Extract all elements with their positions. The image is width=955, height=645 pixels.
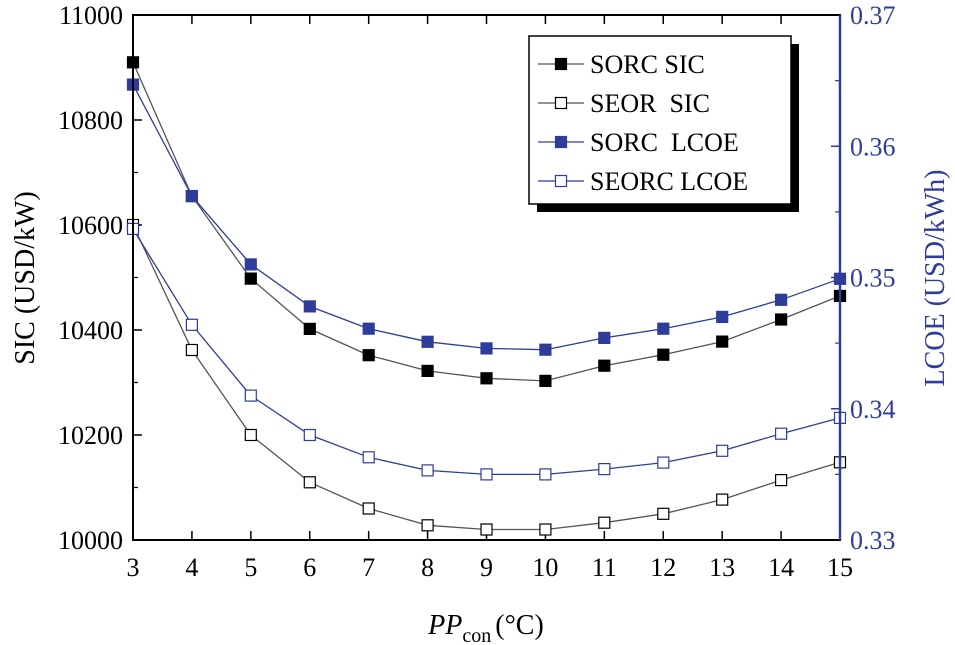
y-right-ticks: 0.33 0.34 0.35 0.36 0.37 bbox=[831, 1, 896, 555]
data-point-3-4 bbox=[362, 451, 375, 464]
legend-marker-1 bbox=[554, 96, 568, 110]
data-point-2-7 bbox=[539, 343, 552, 356]
data-point-1-6 bbox=[480, 523, 493, 536]
x-tick-label: 12 bbox=[650, 553, 676, 582]
legend-label-0: SORC SIC bbox=[590, 50, 705, 79]
data-point-2-5 bbox=[421, 335, 434, 348]
data-point-1-7 bbox=[539, 523, 552, 536]
y-left-tick-label: 10800 bbox=[58, 106, 123, 135]
legend-label-2: SORC LCOE bbox=[590, 128, 739, 157]
data-point-3-9 bbox=[657, 456, 670, 469]
y-right-tick-label: 0.35 bbox=[850, 264, 896, 293]
legend-marker-3 bbox=[554, 174, 568, 188]
legend-label-1: SEOR SIC bbox=[590, 89, 710, 118]
x-axis-title: PPcon (°C) bbox=[427, 610, 544, 645]
y-right-axis-title: LCOE (USD/kWh) bbox=[920, 170, 951, 387]
legend-label-3: SEORC LCOE bbox=[590, 167, 748, 196]
data-point-2-4 bbox=[362, 322, 375, 335]
x-tick-label: 6 bbox=[303, 553, 316, 582]
data-point-3-6 bbox=[480, 468, 493, 481]
y-left-axis-title: SIC (USD/kW) bbox=[10, 191, 41, 364]
y-right-tick-label: 0.37 bbox=[850, 1, 896, 30]
data-point-1-1 bbox=[185, 343, 198, 357]
y-right-tick-label: 0.34 bbox=[850, 395, 896, 424]
data-point-3-8 bbox=[598, 463, 611, 476]
x-tick-label: 5 bbox=[244, 553, 257, 582]
x-tick-label: 3 bbox=[127, 553, 140, 582]
data-point-0-6 bbox=[480, 372, 493, 385]
x-tick-label: 4 bbox=[185, 553, 198, 582]
y-left-tick-label: 10600 bbox=[58, 211, 123, 240]
data-point-1-3 bbox=[303, 476, 316, 489]
data-point-0-5 bbox=[421, 364, 434, 377]
data-point-0-10 bbox=[716, 335, 729, 348]
data-point-3-1 bbox=[185, 318, 198, 331]
data-point-0-9 bbox=[657, 348, 670, 361]
data-point-1-9 bbox=[657, 507, 670, 520]
y-left-tick-label: 11000 bbox=[59, 1, 123, 30]
data-point-0-11 bbox=[774, 313, 788, 326]
legend-marker-0 bbox=[554, 57, 568, 71]
data-point-2-6 bbox=[480, 342, 493, 355]
data-point-2-3 bbox=[303, 300, 316, 313]
data-point-1-10 bbox=[716, 493, 729, 506]
x-tick-label: 9 bbox=[480, 553, 493, 582]
data-point-1-5 bbox=[421, 519, 434, 532]
y-left-ticks: 10000 10200 10400 10600 10800 11000 bbox=[58, 1, 142, 555]
x-tick-label: 8 bbox=[421, 553, 434, 582]
data-point-0-8 bbox=[598, 359, 611, 372]
y-left-tick-label: 10400 bbox=[58, 316, 123, 345]
x-tick-label: 10 bbox=[532, 553, 558, 582]
x-tick-label: 7 bbox=[362, 553, 375, 582]
data-point-0-7 bbox=[539, 374, 552, 387]
data-point-3-11 bbox=[774, 427, 788, 440]
data-point-1-11 bbox=[774, 474, 788, 487]
data-point-1-4 bbox=[362, 502, 375, 515]
data-point-2-2 bbox=[244, 258, 257, 271]
x-tick-label: 13 bbox=[709, 553, 735, 582]
data-point-3-2 bbox=[244, 389, 257, 402]
data-point-0-2 bbox=[244, 272, 257, 285]
data-point-3-10 bbox=[716, 444, 729, 457]
x-axis-title-unit: (°C) bbox=[495, 610, 544, 641]
legend-marker-2 bbox=[554, 135, 568, 149]
y-left-tick-label: 10000 bbox=[58, 526, 123, 555]
data-point-3-7 bbox=[539, 468, 552, 481]
x-tick-label: 14 bbox=[768, 553, 794, 582]
data-point-2-10 bbox=[716, 310, 729, 323]
legend: SORC SIC SEOR SIC SORC LCOE SEORC LCOE bbox=[528, 35, 799, 212]
y-left-tick-label: 10200 bbox=[58, 421, 123, 450]
data-point-2-1 bbox=[185, 190, 198, 203]
legend-entries: SORC SIC SEOR SIC SORC LCOE SEORC LCOE bbox=[538, 50, 748, 196]
x-ticks: 3 4 5 6 7 8 9 10 11 12 13 14 15 bbox=[127, 15, 853, 582]
data-point-3-3 bbox=[303, 428, 316, 442]
x-axis-title-italic: PP bbox=[427, 610, 462, 641]
data-point-3-5 bbox=[421, 464, 434, 477]
data-point-1-8 bbox=[598, 516, 611, 529]
data-point-0-3 bbox=[303, 322, 316, 335]
x-tick-label: 11 bbox=[592, 553, 617, 582]
x-tick-label: 15 bbox=[827, 553, 853, 582]
data-point-2-8 bbox=[598, 331, 611, 344]
y-right-tick-label: 0.33 bbox=[850, 526, 896, 555]
data-point-2-9 bbox=[657, 322, 670, 335]
y-right-tick-label: 0.36 bbox=[850, 132, 896, 161]
data-point-1-2 bbox=[244, 428, 257, 442]
x-axis-title-sub: con bbox=[462, 625, 491, 645]
data-point-0-4 bbox=[362, 349, 375, 362]
data-point-2-11 bbox=[774, 293, 788, 306]
